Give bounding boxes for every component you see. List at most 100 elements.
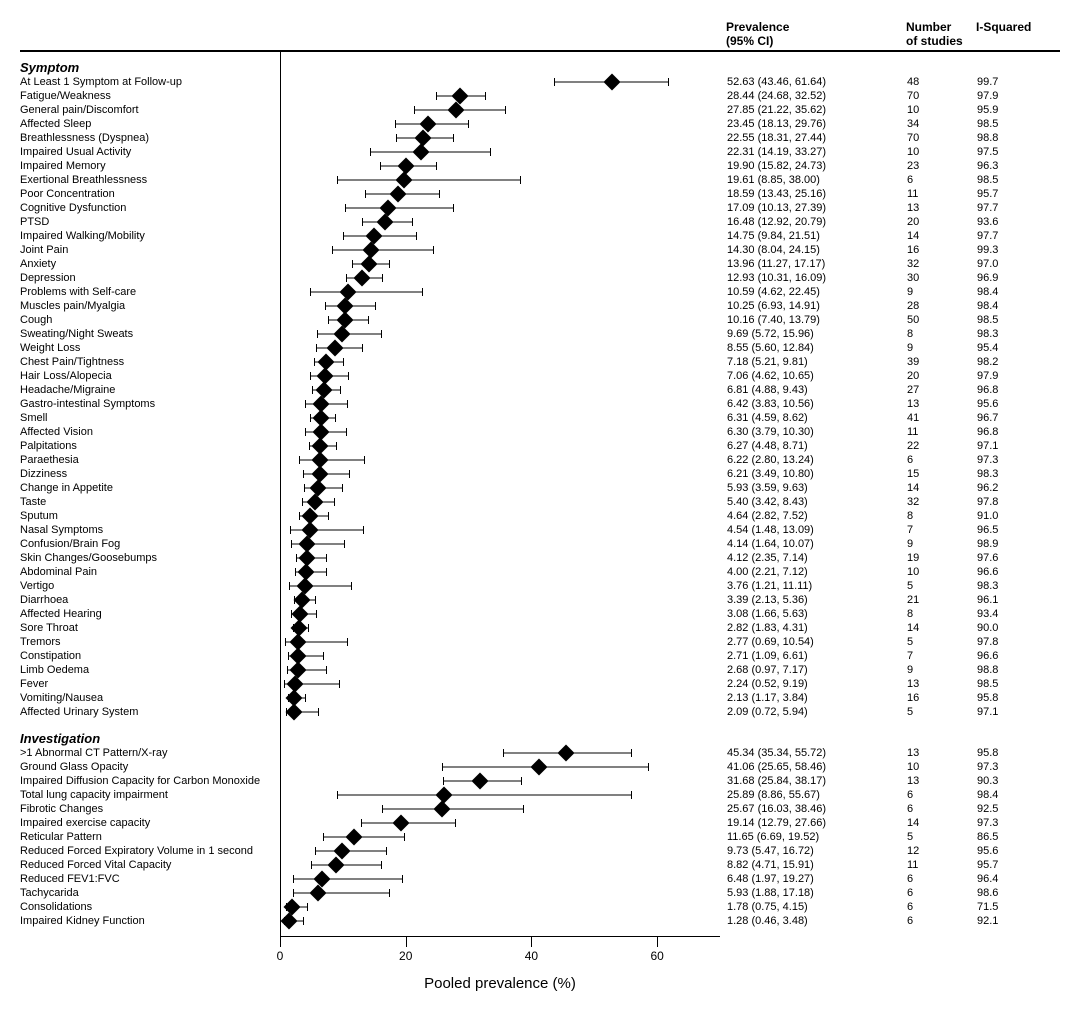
ci-cap-high (347, 638, 348, 646)
row-prevalence: 5.93 (3.59, 9.63) (721, 481, 907, 495)
ci-cap-high (340, 386, 341, 394)
ci-line (337, 795, 631, 796)
row-nstudies: 30 (907, 271, 977, 285)
forest-row: Impaired Kidney Function1.28 (0.46, 3.48… (20, 914, 1060, 928)
row-prevalence: 23.45 (18.13, 29.76) (721, 117, 907, 131)
forest-row: Skin Changes/Goosebumps4.12 (2.35, 7.14)… (20, 551, 1060, 565)
row-i2: 90.0 (977, 621, 1047, 635)
ci-cap-low (309, 442, 310, 450)
point-estimate-marker (312, 466, 329, 483)
row-prevalence: 2.82 (1.83, 4.31) (721, 621, 907, 635)
row-i2: 98.5 (977, 117, 1047, 131)
row-nstudies: 21 (907, 593, 977, 607)
row-nstudies: 5 (907, 579, 977, 593)
ci-cap-low (299, 456, 300, 464)
row-label: Breathlessness (Dyspnea) (20, 131, 280, 145)
row-prevalence: 6.22 (2.80, 13.24) (721, 453, 907, 467)
ci-cap-high (307, 903, 308, 911)
ci-cap-low (323, 833, 324, 841)
row-nstudies: 34 (907, 117, 977, 131)
row-nstudies: 13 (907, 677, 977, 691)
ci-cap-low (395, 120, 396, 128)
point-estimate-marker (393, 815, 410, 832)
forest-row: At Least 1 Symptom at Follow-up52.63 (43… (20, 75, 1060, 89)
ci-line (293, 893, 389, 894)
ci-cap-high (453, 134, 454, 142)
ci-cap-high (343, 358, 344, 366)
forest-row: Impaired exercise capacity19.14 (12.79, … (20, 816, 1060, 830)
point-estimate-marker (289, 662, 306, 679)
row-label: Tremors (20, 635, 280, 649)
ci-cap-low (310, 414, 311, 422)
ci-cap-low (346, 274, 347, 282)
row-nstudies: 6 (907, 453, 977, 467)
point-estimate-marker (398, 158, 415, 175)
ci-cap-high (362, 344, 363, 352)
ci-cap-low (503, 749, 504, 757)
row-label: Depression (20, 271, 280, 285)
forest-row: Impaired Usual Activity22.31 (14.19, 33.… (20, 145, 1060, 159)
forest-row: Affected Vision6.30 (3.79, 10.30)1196.8 (20, 425, 1060, 439)
ci-cap-high (342, 484, 343, 492)
ci-cap-low (293, 889, 294, 897)
ci-cap-low (310, 372, 311, 380)
row-prevalence: 14.75 (9.84, 21.51) (721, 229, 907, 243)
row-nstudies: 13 (907, 201, 977, 215)
forest-row: Reduced Forced Vital Capacity8.82 (4.71,… (20, 858, 1060, 872)
point-estimate-marker (472, 773, 489, 790)
ci-cap-high (433, 246, 434, 254)
row-label: Reduced Forced Vital Capacity (20, 858, 280, 872)
row-nstudies: 14 (907, 481, 977, 495)
ci-cap-low (370, 148, 371, 156)
ci-cap-high (490, 148, 491, 156)
row-i2: 96.5 (977, 523, 1047, 537)
row-nstudies: 12 (907, 844, 977, 858)
row-prevalence: 5.93 (1.88, 17.18) (721, 886, 907, 900)
ci-cap-high (364, 456, 365, 464)
row-prevalence: 2.77 (0.69, 10.54) (721, 635, 907, 649)
ci-cap-high (389, 260, 390, 268)
row-prevalence: 3.08 (1.66, 5.63) (721, 607, 907, 621)
ci-cap-low (442, 763, 443, 771)
axis-tick-label: 0 (277, 949, 284, 963)
row-nstudies: 5 (907, 830, 977, 844)
ci-cap-high (363, 526, 364, 534)
axis-tick (657, 937, 658, 947)
forest-row: Nasal Symptoms4.54 (1.48, 13.09)796.5 (20, 523, 1060, 537)
forest-row: Abdominal Pain4.00 (2.21, 7.12)1096.6 (20, 565, 1060, 579)
ci-cap-low (302, 498, 303, 506)
ci-cap-low (293, 875, 294, 883)
point-estimate-marker (557, 745, 574, 762)
row-label: Cough (20, 313, 280, 327)
row-i2: 95.4 (977, 341, 1047, 355)
row-i2: 96.3 (977, 159, 1047, 173)
row-i2: 99.3 (977, 243, 1047, 257)
row-label: Impaired Usual Activity (20, 145, 280, 159)
row-nstudies: 9 (907, 341, 977, 355)
row-prevalence: 19.61 (8.85, 38.00) (721, 173, 907, 187)
point-estimate-marker (413, 144, 430, 161)
ci-cap-high (416, 232, 417, 240)
row-nstudies: 8 (907, 509, 977, 523)
row-label: Consolidations (20, 900, 280, 914)
row-nstudies: 6 (907, 872, 977, 886)
ci-cap-high (523, 805, 524, 813)
ci-line (293, 879, 402, 880)
forest-plot: Prevalence (95% CI) Number of studies I-… (20, 20, 1060, 992)
row-label: At Least 1 Symptom at Follow-up (20, 75, 280, 89)
axis-tick-label: 20 (399, 949, 412, 963)
section-title: Symptom (20, 56, 1060, 75)
row-nstudies: 32 (907, 257, 977, 271)
row-i2: 95.6 (977, 844, 1047, 858)
row-label: Vomiting/Nausea (20, 691, 280, 705)
ci-cap-high (326, 666, 327, 674)
row-prevalence: 25.67 (16.03, 38.46) (721, 802, 907, 816)
row-nstudies: 16 (907, 691, 977, 705)
ci-cap-low (443, 777, 444, 785)
forest-row: General pain/Discomfort27.85 (21.22, 35.… (20, 103, 1060, 117)
row-i2: 98.3 (977, 467, 1047, 481)
forest-row: Limb Oedema2.68 (0.97, 7.17)998.8 (20, 663, 1060, 677)
row-prevalence: 27.85 (21.22, 35.62) (721, 103, 907, 117)
ci-cap-high (346, 428, 347, 436)
row-prevalence: 2.09 (0.72, 5.94) (721, 705, 907, 719)
